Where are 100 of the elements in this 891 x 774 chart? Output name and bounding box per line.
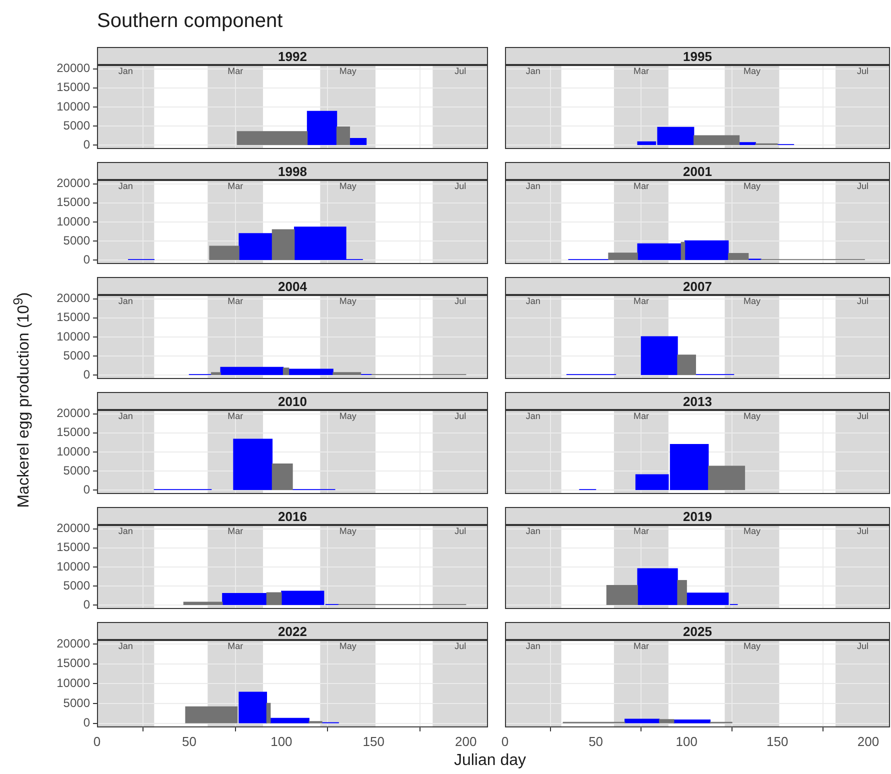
x-tick-label: 0	[93, 734, 101, 749]
band-label: Mar	[633, 526, 649, 536]
band-label: Jan	[526, 410, 540, 421]
y-tick-label: 0	[83, 597, 90, 612]
band-label: Mar	[228, 296, 244, 306]
band-label: Jan	[118, 640, 133, 651]
y-tick-label: 15000	[56, 195, 90, 210]
band-label: Jul	[857, 410, 869, 421]
y-tick-label: 20000	[56, 291, 90, 306]
y-tick-label: 20000	[56, 636, 90, 650]
y-tick-label: 15000	[56, 80, 90, 94]
band-label: May	[339, 296, 357, 306]
y-tick-label: 10000	[56, 676, 90, 690]
band-label: May	[743, 410, 761, 421]
band-label: Jul	[857, 296, 869, 306]
y-tick-label: 10000	[56, 329, 90, 344]
band-label: Mar	[633, 66, 649, 76]
x-tick-label: 200	[455, 734, 477, 749]
chart-title: 2013	[683, 394, 712, 410]
chart-title: 2016	[278, 509, 307, 524]
x-tick-label: 50	[182, 734, 196, 749]
band-label: May	[743, 66, 761, 76]
band-label: Jan	[526, 640, 540, 651]
band-label: May	[339, 66, 357, 76]
band-label: May	[743, 296, 761, 306]
y-tick-label: 10000	[56, 214, 90, 228]
band-label: Mar	[228, 526, 244, 536]
y-tick-label: 10000	[56, 99, 90, 114]
band-label: Jul	[454, 410, 466, 421]
band-label: Jul	[857, 66, 869, 76]
band-label: Mar	[633, 296, 649, 306]
y-tick-label: 15000	[56, 656, 90, 670]
y-tick-label: 0	[83, 716, 90, 730]
y-tick-label: 5000	[63, 463, 90, 478]
x-tick-label: 100	[270, 734, 292, 749]
y-tick-label: 0	[83, 252, 90, 266]
y-tick-label: 5000	[63, 233, 90, 248]
y-tick-label: 0	[83, 367, 90, 382]
chart-title: 2019	[683, 509, 712, 524]
y-tick-label: 10000	[56, 444, 90, 458]
band-label: Jul	[454, 180, 466, 191]
band-label: Mar	[228, 180, 244, 191]
band-label: Jan	[118, 526, 133, 536]
band-label: Jan	[118, 296, 133, 306]
band-label: Jul	[454, 640, 466, 651]
x-tick-label: 150	[362, 734, 385, 749]
band-label: May	[339, 640, 357, 651]
band-label: Jan	[118, 66, 133, 76]
y-tick-label: 15000	[56, 425, 90, 440]
band-label: Jan	[526, 296, 540, 306]
band-label: Mar	[228, 66, 244, 76]
text: Julian day	[452, 752, 528, 770]
band-label: May	[339, 526, 357, 536]
x-tick-label: 100	[676, 734, 698, 749]
chart-title: 1992	[278, 49, 307, 64]
band-label: Mar	[228, 410, 244, 421]
band-label: Jul	[857, 526, 869, 536]
band-label: Mar	[633, 640, 649, 651]
y-tick-label: 0	[83, 137, 90, 152]
band-label: Jan	[526, 526, 540, 536]
band-label: Jul	[454, 526, 466, 536]
y-tick-label: 20000	[56, 406, 90, 420]
y-tick-label: 20000	[56, 521, 90, 536]
y-tick-label: 10000	[56, 559, 90, 574]
band-label: Jul	[454, 296, 466, 306]
y-tick-label: 5000	[63, 348, 90, 362]
y-tick-label: 0	[83, 482, 90, 496]
y-tick-label: 20000	[56, 61, 90, 76]
band-label: Mar	[228, 640, 244, 651]
y-tick-label: 15000	[56, 310, 90, 324]
y-tick-label: 15000	[56, 540, 90, 554]
chart-title: 2025	[683, 624, 712, 640]
band-label: Jan	[118, 410, 133, 421]
text: Southern component	[97, 10, 283, 33]
band-label: Mar	[633, 180, 649, 191]
y-tick-label: 20000	[56, 176, 90, 190]
y-tick-label: 5000	[63, 578, 90, 592]
band-label: Mar	[633, 410, 649, 421]
y-tick-label: 5000	[63, 696, 90, 710]
band-label: May	[339, 180, 357, 191]
chart-title: 1998	[278, 164, 307, 180]
x-tick-label: 150	[766, 734, 788, 749]
chart-title: 2010	[278, 394, 307, 410]
band-label: Jul	[454, 66, 466, 76]
chart-title: 2007	[683, 279, 712, 294]
chart-title: 2001	[683, 164, 712, 180]
band-label: Jan	[526, 180, 540, 191]
chart-title: 2022	[278, 624, 307, 640]
y-tick-label: 5000	[63, 118, 90, 132]
chart-title: 2004	[278, 279, 308, 294]
band-label: Jan	[526, 66, 540, 76]
x-tick-label: 0	[501, 734, 509, 749]
band-label: Jul	[857, 180, 869, 191]
x-tick-label: 50	[588, 734, 604, 749]
x-tick-label: 200	[857, 734, 880, 749]
band-label: May	[743, 180, 761, 191]
band-label: May	[743, 526, 761, 536]
band-label: May	[339, 410, 357, 421]
band-label: May	[743, 640, 761, 651]
band-label: Jan	[118, 180, 133, 191]
